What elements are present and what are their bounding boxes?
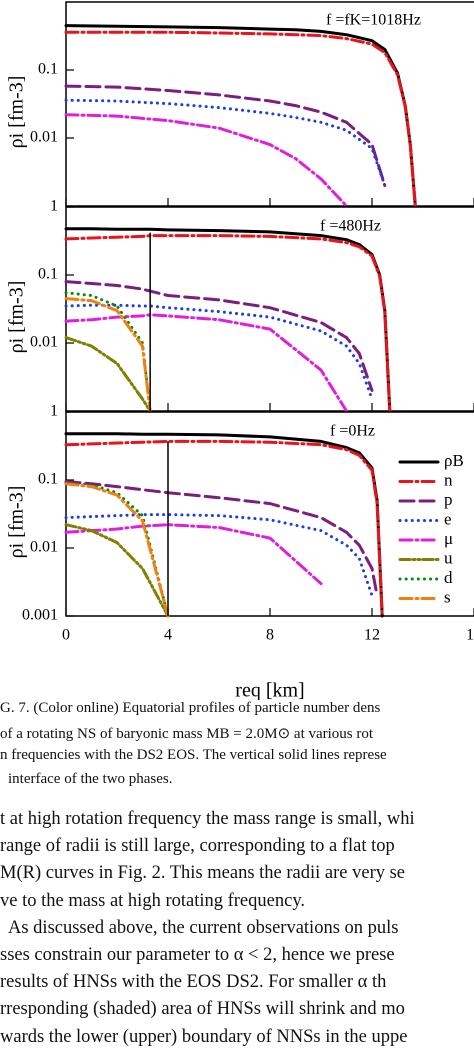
y-tick-label: 0.1 <box>38 471 58 488</box>
series-line <box>64 513 374 597</box>
body-line: results of HNSs with the EOS DS2. For sm… <box>0 972 387 993</box>
y-tick-label: 0.01 <box>30 129 58 146</box>
plot-frame <box>65 1 474 207</box>
y-tick-label: 0.1 <box>38 266 58 283</box>
legend-label: e <box>444 509 452 528</box>
body-line: ve to the mass at high rotating frequenc… <box>0 890 305 911</box>
series-line <box>64 234 392 413</box>
y-axis-label: ρi [fm-3] <box>6 486 28 559</box>
series-line <box>64 313 348 413</box>
x-tick-label: 12 <box>364 627 380 644</box>
y-tick-label: 0.01 <box>30 334 58 351</box>
y-tick-label: 0.1 <box>38 61 58 78</box>
x-axis-label: req [km] <box>235 680 304 700</box>
body-line: As discussed above, the current observat… <box>8 917 399 938</box>
x-tick-label: 0 <box>62 627 70 644</box>
y-axis-label: ρi [fm-3] <box>6 281 28 354</box>
y-tick-label: 1 <box>50 198 58 215</box>
series-line <box>64 297 152 413</box>
plot-frame <box>65 411 474 617</box>
series-line <box>64 439 384 618</box>
y-axis-label: ρi [fm-3] <box>6 76 28 149</box>
series-line <box>64 482 170 618</box>
annotation: f =fK=1018Hz <box>326 12 421 29</box>
series-line <box>64 523 323 586</box>
series-line <box>64 481 170 618</box>
series-line <box>64 98 387 187</box>
y-tick-label: 1 <box>50 403 58 420</box>
legend-label: s <box>444 587 451 606</box>
series-line <box>64 280 374 392</box>
figure: 0.1 0.01 f =fK=1018Hz ρi [fm-3] 1 0.1 0.01 f =4… <box>6 1 474 700</box>
series-line <box>64 303 374 401</box>
legend-label: μ <box>444 529 453 548</box>
y-tick-label: 0.01 <box>30 539 58 556</box>
caption-line: of a rotating NS of baryonic mass MB = 2… <box>0 725 374 742</box>
series-line <box>64 30 417 208</box>
legend-label: d <box>444 568 453 587</box>
legend-label: ρB <box>444 451 464 470</box>
annotation: f =0Hz <box>330 423 375 440</box>
legend-label: p <box>444 490 453 509</box>
legend-label: u <box>444 548 453 567</box>
series-line <box>64 113 348 208</box>
legend-label: n <box>444 470 453 489</box>
body-line: M(R) curves in Fig. 2. This means the ra… <box>0 863 406 884</box>
caption-line: G. 7. (Color online) Equatorial profiles… <box>0 700 381 716</box>
plot-frame <box>65 206 474 412</box>
annotation: f =480Hz <box>320 218 381 235</box>
caption-line: n frequencies with the DS2 EOS. The vert… <box>0 747 387 763</box>
x-tick-label: 16 <box>466 627 474 644</box>
series-line <box>64 523 170 618</box>
body-line: rresponding (shaded) area of HNSs will s… <box>0 999 405 1020</box>
x-tick-label: 4 <box>164 627 172 644</box>
body-line: range of radii is still large, correspon… <box>0 836 395 857</box>
body-line: wards the lower (upper) boundary of NNSs… <box>0 1026 408 1047</box>
series-line <box>64 480 379 597</box>
y-tick-label: 0.001 <box>22 607 58 624</box>
series-line <box>64 84 387 187</box>
body-line: sses constrain our parameter to α < 2, h… <box>0 945 395 965</box>
series-line <box>64 336 152 413</box>
body-line: t at high rotation frequency the mass ra… <box>0 809 415 829</box>
caption-line: interface of the two phases. <box>8 770 173 787</box>
x-tick-label: 8 <box>266 627 274 644</box>
